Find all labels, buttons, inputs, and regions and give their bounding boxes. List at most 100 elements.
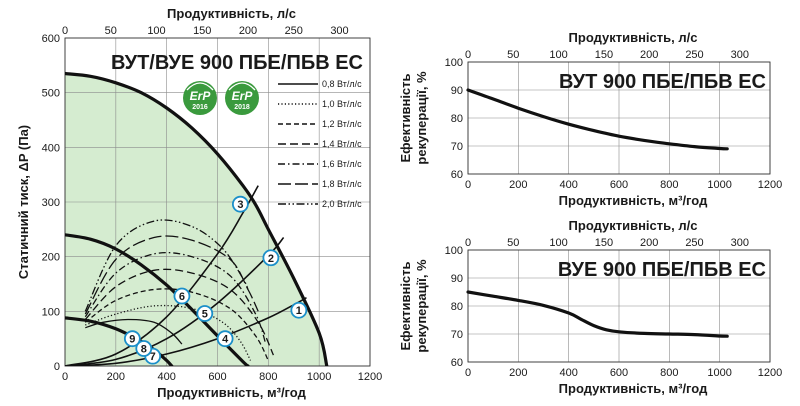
operating-point-label: 1: [296, 305, 302, 317]
x-axis-title: Продуктивність, м³/год: [559, 381, 708, 396]
y-tick-label: 400: [42, 142, 60, 154]
operating-point-label: 2: [268, 253, 274, 265]
operating-point-marker: [173, 287, 191, 305]
erp-badge-circle: [183, 81, 217, 115]
legend-label-4: 1,6 Вт/л/с: [322, 159, 362, 169]
x-tick-label: 1200: [758, 179, 782, 191]
fan-curve-mid: [65, 233, 250, 366]
operating-point-label: 9: [129, 334, 135, 346]
erp-badge-circle: [225, 81, 259, 115]
y-axis-title: Статичний тиск, ΔP (Па): [16, 125, 31, 279]
y-tick-label: 60: [451, 357, 463, 369]
leaf-icon: [228, 82, 256, 91]
x2-tick-label: 200: [239, 25, 257, 37]
x-tick-label: 1000: [707, 367, 731, 379]
plot-frame: [467, 249, 771, 363]
chart-title: ВУЕ 900 ПБЕ/ПБВ ЕС: [558, 259, 766, 281]
operating-point-marker: [290, 301, 308, 319]
operating-point-marker: [216, 330, 234, 348]
x-tick-label: 400: [157, 371, 175, 383]
legend-label-2: 1,2 Вт/л/с: [322, 119, 362, 129]
x-tick-label: 200: [509, 179, 527, 191]
y-axis-title-line2: рекуперації, %: [414, 71, 429, 165]
x2-axis-title: Продуктивність, л/с: [569, 218, 698, 233]
legend-label-0: 0,8 Вт/л/с: [322, 79, 362, 89]
y-tick-label: 60: [451, 169, 463, 181]
x2-tick-label: 150: [595, 237, 613, 249]
y-tick-label: 0: [54, 361, 60, 373]
x-tick-label: 800: [660, 367, 678, 379]
x2-tick-label: 200: [640, 237, 658, 249]
x2-tick-label: 0: [465, 49, 471, 61]
x-axis-title: Продуктивність, м³/год: [559, 193, 708, 208]
x-tick-label: 800: [259, 371, 277, 383]
efficiency-curve-4: [84, 251, 267, 345]
x2-tick-label: 50: [507, 237, 519, 249]
operating-point-marker: [262, 249, 280, 267]
x2-tick-label: 100: [147, 25, 165, 37]
operating-point-marker: [123, 330, 141, 348]
erp-badge-year: 2016: [192, 104, 208, 111]
x-tick-label: 1200: [758, 367, 782, 379]
y-tick-label: 500: [42, 88, 60, 100]
legend-label-3: 1,4 Вт/л/с: [322, 139, 362, 149]
x-tick-label: 400: [559, 179, 577, 191]
x-tick-label: 400: [559, 367, 577, 379]
plot-frame: [64, 37, 371, 367]
x-tick-label: 0: [465, 179, 471, 191]
operating-point-label: 3: [237, 199, 243, 211]
operating-point-marker: [196, 305, 214, 322]
x2-tick-label: 50: [105, 25, 117, 37]
efficiency-curve-2: [84, 288, 269, 361]
y-axis-title-line1: Ефективність: [398, 73, 413, 162]
x2-tick-label: 250: [285, 25, 303, 37]
x-tick-label: 1000: [307, 371, 331, 383]
x-tick-label: 200: [509, 367, 527, 379]
legend-label-5: 1,8 Вт/л/с: [322, 179, 362, 189]
x-tick-label: 0: [465, 367, 471, 379]
y-tick-label: 100: [42, 306, 60, 318]
x2-tick-label: 100: [549, 49, 567, 61]
x2-axis-title: Продуктивність, л/с: [569, 30, 698, 45]
erp-badge-text: ErP: [190, 89, 212, 103]
operating-area-fill: [65, 73, 327, 366]
x-tick-label: 600: [610, 179, 628, 191]
operating-point-label: 6: [179, 291, 185, 303]
x2-tick-label: 150: [595, 49, 613, 61]
y-tick-label: 600: [42, 33, 60, 45]
x2-tick-label: 100: [549, 237, 567, 249]
x-tick-label: 600: [208, 371, 226, 383]
y-tick-label: 70: [451, 329, 463, 341]
efficiency-line: [466, 88, 729, 151]
eff_vut-chart: 0 200 400 600 800 1000 1200 0 50 100 150 200 250 300 6…: [398, 30, 782, 208]
erp-badge-text: ErP: [232, 89, 254, 103]
legend: 0,8 Вт/л/с 1,0 Вт/л/с 1,2 Вт/л/с 1,4 Вт/л/с…: [278, 79, 362, 209]
erp-badge-year: 2018: [234, 104, 250, 111]
x2-tick-label: 250: [685, 49, 703, 61]
eff_vue-chart: 0 200 400 600 800 1000 1200 0 50 100 150 200 250 300 6…: [398, 218, 782, 396]
x-tick-label: 1200: [358, 371, 382, 383]
chart-title: ВУТ/ВУЕ 900 ПБЕ/ПБВ ЕС: [111, 52, 363, 74]
operating-point-label: 4: [222, 334, 229, 346]
legend-label-1: 1,0 Вт/л/с: [322, 99, 362, 109]
x2-tick-label: 250: [685, 237, 703, 249]
chart-title: ВУТ 900 ПБЕ/ПБВ ЕС: [559, 71, 766, 93]
operating-point-label: 7: [150, 351, 156, 363]
legend-label-6: 2,0 Вт/л/с: [322, 199, 362, 209]
x-axis-title: Продуктивність, м³/год: [157, 385, 306, 400]
x2-tick-label: 50: [507, 49, 519, 61]
y-tick-label: 90: [451, 273, 463, 285]
y-tick-label: 70: [451, 141, 463, 153]
x2-tick-label: 200: [640, 49, 658, 61]
y-tick-label: 80: [451, 113, 463, 125]
efficiency-line: [466, 290, 729, 338]
x2-axis-title: Продуктивність, л/с: [167, 6, 296, 21]
x2-tick-label: 300: [330, 25, 348, 37]
operating-point-marker: [231, 195, 249, 213]
y-tick-label: 100: [445, 57, 463, 69]
x2-tick-label: 300: [731, 237, 749, 249]
x-tick-label: 800: [660, 179, 678, 191]
leaf-icon: [186, 82, 214, 91]
